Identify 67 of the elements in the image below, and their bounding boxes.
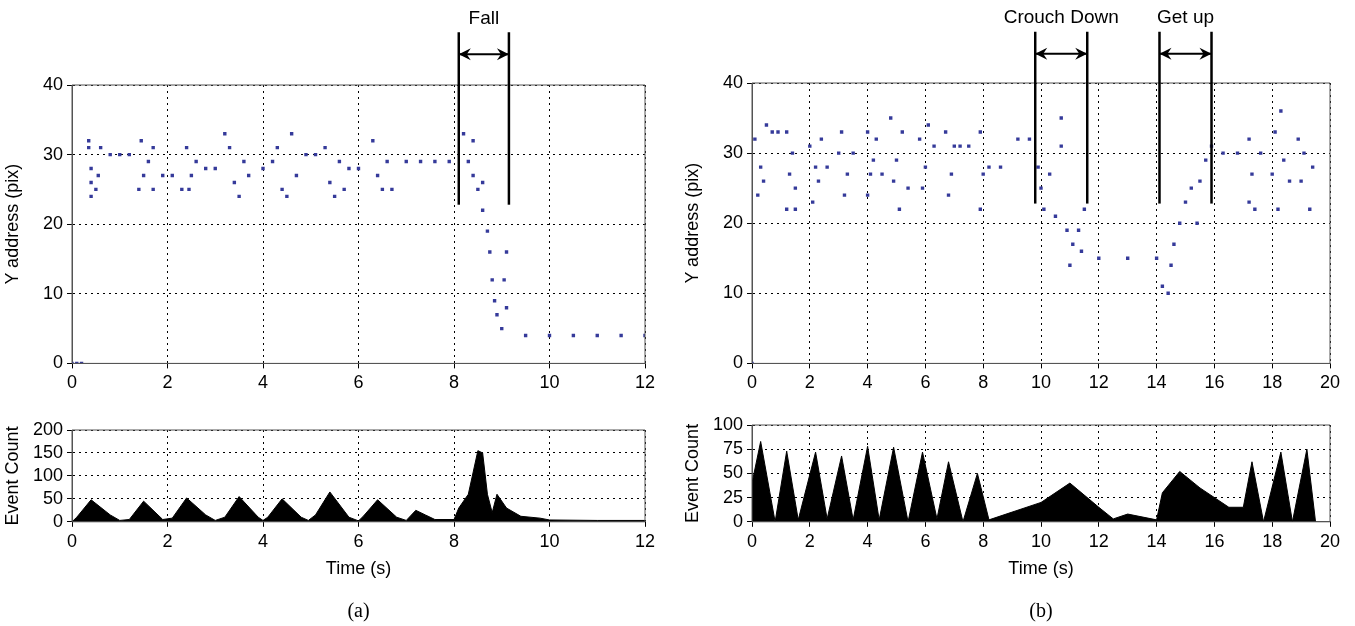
y-axis-title: Event Count xyxy=(681,423,702,523)
x-tick-label: 4 xyxy=(862,372,873,393)
x-tick-label: 10 xyxy=(1030,372,1052,393)
y-tick-label: 0 xyxy=(52,510,63,531)
x-tick-label: 12 xyxy=(634,372,656,393)
y-tick-label: 100 xyxy=(32,464,63,485)
ref-line-label: Fall xyxy=(468,6,500,28)
ref-line-label: Crouch Down xyxy=(1003,6,1119,28)
y-tick-label: 200 xyxy=(32,418,63,439)
y-tick-label: 20 xyxy=(722,212,743,233)
x-tick-label: 6 xyxy=(920,530,931,551)
x-axis-title: Time (s) xyxy=(1008,558,1074,579)
y-tick-label: 10 xyxy=(42,282,63,303)
x-tick-label: 12 xyxy=(1088,530,1109,551)
x-tick-label: 18 xyxy=(1262,530,1283,551)
x-tick-label: 8 xyxy=(978,530,989,551)
x-tick-label: 10 xyxy=(1030,530,1052,551)
x-tick-label: 14 xyxy=(1146,372,1167,393)
x-tick-label: 0 xyxy=(746,530,758,551)
x-tick-label: 6 xyxy=(353,530,364,551)
x-tick-label: 4 xyxy=(862,530,873,551)
x-tick-label: 20 xyxy=(1319,372,1341,393)
text: (b) xyxy=(1029,599,1053,623)
x-tick-label: 4 xyxy=(257,372,269,393)
y-tick-label: 100 xyxy=(712,413,743,434)
x-tick-label: 2 xyxy=(804,372,815,393)
x-tick-label: 16 xyxy=(1204,530,1225,551)
x-tick-label: 12 xyxy=(1088,372,1109,393)
y-tick-label: 10 xyxy=(722,282,743,303)
y-tick-label: 40 xyxy=(722,71,743,92)
x-tick-label: 6 xyxy=(353,372,364,393)
x-tick-label: 18 xyxy=(1262,372,1283,393)
y-tick-label: 30 xyxy=(42,143,63,164)
x-tick-label: 2 xyxy=(162,530,173,551)
y-tick-label: 150 xyxy=(32,441,63,462)
y-tick-label: 20 xyxy=(42,213,63,234)
x-tick-label: 0 xyxy=(746,372,758,393)
y-tick-label: 0 xyxy=(732,352,743,373)
x-tick-label: 12 xyxy=(634,530,656,551)
x-tick-label: 2 xyxy=(804,530,815,551)
y-tick-label: 0 xyxy=(52,352,63,373)
x-tick-label: 0 xyxy=(66,530,78,551)
y-tick-label: 50 xyxy=(42,487,63,508)
y-tick-label: 50 xyxy=(722,462,743,483)
ref-line-label: Get up xyxy=(1156,6,1215,28)
x-tick-label: 20 xyxy=(1319,530,1341,551)
x-tick-label: 4 xyxy=(257,530,269,551)
y-tick-label: 0 xyxy=(732,510,743,531)
x-tick-label: 8 xyxy=(448,530,460,551)
y-tick-label: 40 xyxy=(42,73,63,94)
x-tick-label: 0 xyxy=(66,372,78,393)
y-axis-title: Y address (pix) xyxy=(681,162,702,284)
x-tick-label: 8 xyxy=(978,372,989,393)
text: (a) xyxy=(347,599,370,623)
x-tick-label: 14 xyxy=(1146,530,1167,551)
y-axis-title: Y address (pix) xyxy=(1,163,22,285)
y-tick-label: 25 xyxy=(722,486,743,507)
y-tick-label: 30 xyxy=(722,142,743,163)
y-tick-label: 75 xyxy=(722,438,743,459)
x-tick-label: 16 xyxy=(1204,372,1225,393)
x-tick-label: 8 xyxy=(448,372,460,393)
x-tick-label: 2 xyxy=(162,372,173,393)
x-tick-label: 10 xyxy=(539,372,560,393)
y-axis-title: Event Count xyxy=(1,426,22,526)
x-axis-title: Time (s) xyxy=(325,558,392,579)
x-tick-label: 6 xyxy=(920,372,931,393)
x-tick-label: 10 xyxy=(539,530,560,551)
